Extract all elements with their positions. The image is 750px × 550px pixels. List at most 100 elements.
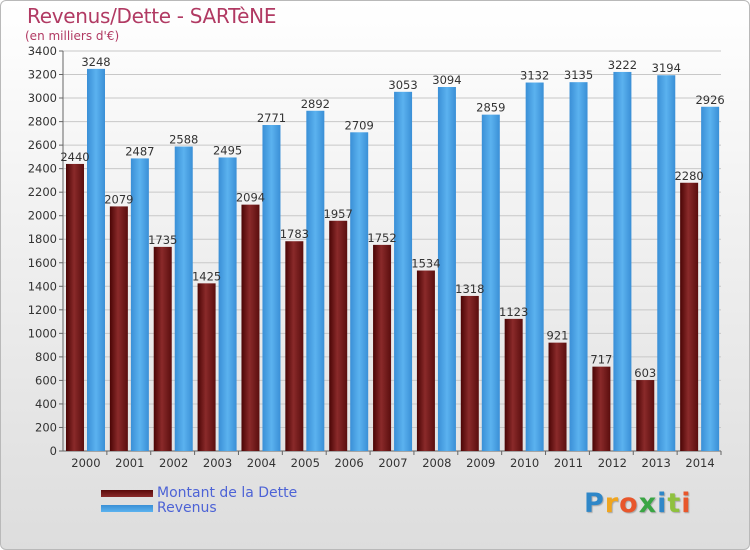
data-label-revenue: 2771 — [257, 111, 286, 125]
bar-debt — [548, 342, 567, 451]
bar-revenue — [701, 106, 720, 451]
x-tick-label: 2011 — [554, 456, 583, 470]
x-tick-label: 2014 — [685, 456, 714, 470]
logo-letter: P — [584, 488, 605, 519]
y-tick-label: 2000 — [28, 209, 57, 223]
y-tick-label: 800 — [35, 350, 57, 364]
x-tick-label: 2001 — [115, 456, 144, 470]
y-tick-label: 3200 — [28, 68, 57, 82]
y-tick-label: 600 — [35, 373, 57, 387]
bar-debt — [504, 318, 523, 451]
bar-debt — [197, 283, 216, 451]
bar-revenue — [525, 82, 544, 451]
bar-revenue — [87, 68, 105, 451]
bar-debt — [680, 182, 699, 451]
bar-debt — [373, 244, 392, 451]
data-label-debt: 1425 — [192, 269, 221, 283]
logo-letter: r — [604, 488, 620, 519]
y-tick-label: 2400 — [28, 162, 57, 176]
data-label-revenue: 2709 — [345, 118, 374, 132]
x-tick-label: 2002 — [159, 456, 188, 470]
data-label-debt: 1735 — [148, 233, 177, 247]
data-label-revenue: 2859 — [476, 101, 505, 115]
data-label-debt: 1752 — [367, 231, 396, 245]
data-label-revenue: 2926 — [695, 93, 724, 107]
y-tick-label: 0 — [50, 444, 57, 458]
chart-title: Revenus/Dette - SARTèNE — [27, 4, 277, 28]
bars — [66, 68, 720, 452]
bar-debt — [329, 220, 348, 451]
data-label-debt: 1534 — [411, 257, 440, 271]
data-label-revenue: 3248 — [81, 55, 110, 69]
y-tick-label: 1200 — [28, 303, 57, 317]
y-tick-label: 1000 — [28, 326, 57, 340]
logo-letter: o — [619, 488, 639, 519]
bar-revenue — [437, 87, 456, 451]
bar-debt — [285, 241, 304, 451]
y-tick-label: 1400 — [28, 279, 57, 293]
x-tick-label: 2009 — [466, 456, 495, 470]
x-tick-label: 2004 — [247, 456, 276, 470]
bar-debt — [592, 366, 611, 451]
data-label-debt: 2280 — [674, 169, 703, 183]
bar-revenue — [130, 158, 149, 452]
bar-revenue — [350, 132, 369, 451]
bar-revenue — [569, 82, 588, 452]
x-tick-label: 2000 — [71, 456, 100, 470]
data-label-revenue: 2495 — [213, 143, 242, 157]
data-label-revenue: 3135 — [564, 68, 593, 82]
x-tick-label: 2005 — [291, 456, 320, 470]
data-label-debt: 2079 — [104, 192, 133, 206]
data-label-revenue: 2892 — [301, 97, 330, 111]
proxiti-logo: Proxiti — [584, 488, 692, 519]
data-label-debt: 1957 — [324, 207, 353, 221]
data-label-revenue: 3053 — [388, 78, 417, 92]
data-label-debt: 2440 — [60, 150, 89, 164]
bar-debt — [636, 380, 655, 451]
bar-debt — [66, 163, 84, 452]
data-label-debt: 921 — [547, 329, 569, 343]
bar-revenue — [218, 157, 237, 451]
x-tick-label: 2007 — [378, 456, 407, 470]
x-tick-label: 2012 — [598, 456, 627, 470]
bar-revenue — [174, 146, 193, 451]
y-tick-label: 3000 — [28, 91, 57, 105]
y-tick-label: 200 — [35, 420, 57, 434]
x-tick-label: 2006 — [334, 456, 363, 470]
bar-debt — [416, 270, 435, 451]
x-tick-label: 2003 — [203, 456, 232, 470]
bar-revenue — [613, 71, 632, 452]
data-label-debt: 1318 — [455, 282, 484, 296]
bar-debt — [460, 295, 479, 451]
logo-letter: t — [667, 488, 682, 519]
y-tick-label: 1800 — [28, 232, 57, 246]
y-tick-label: 2800 — [28, 115, 57, 129]
logo-letter: x — [638, 488, 658, 519]
bar-revenue — [657, 75, 676, 451]
axes: 0 200 400 600 800 1000 1200 1400 1600 1800 2000 220… — [28, 44, 722, 470]
data-label-revenue: 3222 — [608, 58, 637, 72]
labels: 2440 3248 2079 2487 1735 2588 1425 2495 2094 2771… — [60, 55, 724, 380]
bar-revenue — [394, 91, 413, 451]
bar-revenue — [306, 110, 325, 451]
data-label-revenue: 2588 — [169, 133, 198, 147]
data-label-revenue: 3132 — [520, 69, 549, 83]
chart-subtitle: (en milliers d'€) — [25, 29, 120, 43]
y-tick-label: 2200 — [28, 185, 57, 199]
logo-letter: i — [681, 488, 692, 519]
y-tick-label: 400 — [35, 397, 57, 411]
legend-label-debt: Montant de la Dette — [157, 485, 298, 501]
bar-revenue — [481, 114, 500, 451]
data-label-revenue: 3194 — [652, 61, 681, 75]
y-tick-label: 1600 — [28, 256, 57, 270]
data-label-revenue: 2487 — [125, 144, 154, 158]
data-label-revenue: 3094 — [432, 73, 461, 87]
bar-revenue — [262, 125, 281, 451]
y-tick-label: 3400 — [28, 44, 57, 58]
bar-debt — [241, 204, 260, 451]
legend-label-revenue: Revenus — [157, 500, 217, 516]
y-tick-label: 2600 — [28, 138, 57, 152]
data-label-debt: 603 — [634, 366, 656, 380]
data-label-debt: 1123 — [499, 305, 528, 319]
